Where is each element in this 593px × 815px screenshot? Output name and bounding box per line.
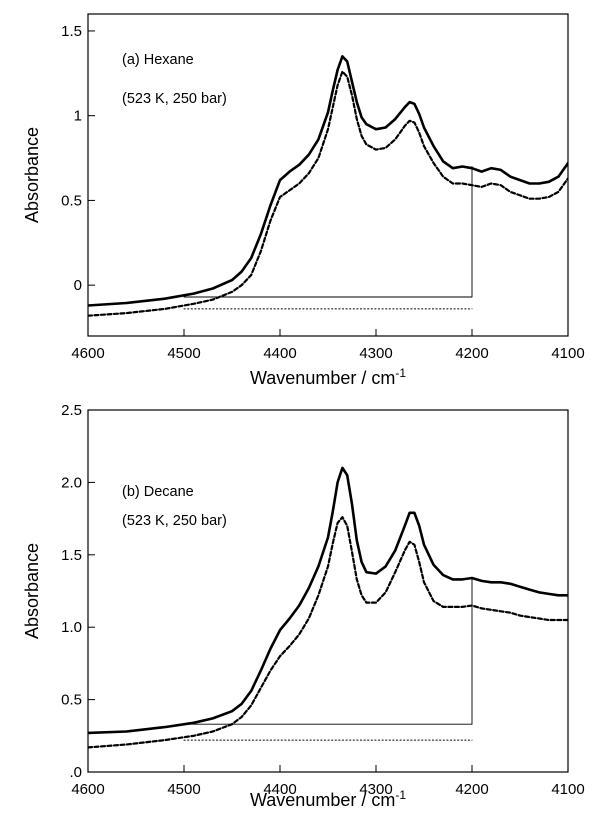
decane-x-tick-label: 4300	[359, 781, 392, 798]
hexane-series-solid-line	[88, 55, 568, 307]
hexane-annotation-title: (a) Hexane	[122, 52, 194, 68]
hexane-y-tick-label: 1.5	[61, 23, 82, 40]
decane-plot-frame	[87, 409, 569, 773]
hexane-x-tick-label: 4500	[167, 345, 200, 362]
decane-x-axis-label-main: Wavenumber / cm	[250, 790, 395, 810]
decane-series-solid-line	[88, 466, 568, 735]
decane-y-axis-label: Absorbance	[22, 543, 42, 639]
decane-annotation-title: (b) Decane	[122, 484, 194, 500]
hexane-axis-ticks: 4600 4500 4400 4300 4200 4100 0 0.5 1 1.5	[61, 23, 585, 362]
decane-y-tick-label: 1.5	[61, 547, 82, 564]
decane-y-tick-label: 1.0	[61, 619, 82, 636]
hexane-x-tick-label: 4400	[263, 345, 296, 362]
decane-y-tick-label: 2.5	[61, 402, 82, 419]
hexane-x-axis-label-exponent: -1	[395, 366, 406, 380]
hexane-x-tick-label: 4200	[455, 345, 488, 362]
hexane-y-axis-label: Absorbance	[22, 127, 42, 223]
hexane-plot-frame	[87, 13, 569, 337]
decane-absorbance-chart: 4600 4500 4400 4300 4200 4100 .0 0.5 1.0 1.5 2.0 2.…	[22, 402, 585, 810]
hexane-x-tick-label: 4100	[551, 345, 584, 362]
hexane-x-tick-label: 4300	[359, 345, 392, 362]
decane-plot-area	[88, 466, 568, 749]
decane-x-tick-label: 4500	[167, 781, 200, 798]
hexane-absorbance-chart: 4600 4500 4400 4300 4200 4100 0 0.5 1 1.5 (a) Hex…	[22, 13, 585, 388]
decane-x-tick-label: 4100	[551, 781, 584, 798]
hexane-series-thin-solid-line	[183, 166, 473, 298]
hexane-y-tick-label: 0	[74, 277, 82, 294]
hexane-x-axis-label: Wavenumber / cm-1	[250, 366, 406, 388]
hexane-y-tick-label: 1	[74, 108, 82, 125]
decane-series-dashed-line	[88, 516, 568, 749]
decane-x-axis-label: Wavenumber / cm-1	[250, 788, 406, 810]
hexane-plot-area	[88, 55, 568, 317]
decane-x-axis-label-exponent: -1	[395, 788, 406, 802]
decane-y-tick-label: 0.5	[61, 692, 82, 709]
decane-x-tick-label: 4200	[455, 781, 488, 798]
hexane-x-tick-label: 4600	[71, 345, 104, 362]
decane-annotation-conditions: (523 K, 250 bar)	[122, 513, 227, 529]
decane-axis-ticks: 4600 4500 4400 4300 4200 4100 .0 0.5 1.0 1.5 2.0 2.…	[61, 402, 585, 798]
decane-x-tick-label: 4600	[71, 781, 104, 798]
decane-y-tick-label: 2.0	[61, 474, 82, 491]
decane-y-tick-label: .0	[69, 764, 82, 781]
hexane-series-dashed-line	[88, 70, 568, 317]
decane-x-tick-label: 4400	[263, 781, 296, 798]
hexane-x-axis-label-main: Wavenumber / cm	[250, 368, 395, 388]
hexane-annotation-conditions: (523 K, 250 bar)	[122, 91, 227, 107]
decane-series-thin-solid-line	[183, 577, 473, 725]
hexane-y-tick-label: 0.5	[61, 192, 82, 209]
